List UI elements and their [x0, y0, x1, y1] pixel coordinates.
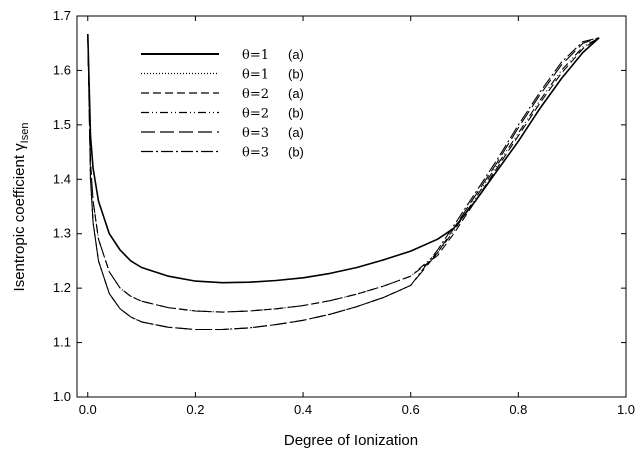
x-tick-label: 0.0 — [79, 402, 97, 417]
y-tick-label: 1.0 — [53, 389, 71, 404]
legend-theta-label: θ=3 — [242, 146, 269, 161]
series-line — [87, 33, 600, 284]
y-tick-label: 1.1 — [53, 335, 71, 350]
legend-theta-label: θ=1 — [242, 48, 269, 63]
x-axis-label: Degree of Ionization — [284, 432, 418, 449]
y-axis-label-main: Isentropic coefficient γ — [11, 143, 28, 292]
legend-theta-label: θ=3 — [242, 126, 269, 141]
axis-ticks: 0.0 0.2 0.4 0.6 0.8 1.0 1.0 1.1 1.2 1.3 1.4 1.5 1.6 1… — [53, 8, 635, 417]
x-tick-label: 1.0 — [617, 402, 635, 417]
y-tick-label: 1.3 — [53, 226, 71, 241]
legend-case-label: (b) — [288, 67, 304, 82]
series-line — [87, 33, 600, 313]
x-tick-label: 0.2 — [186, 402, 204, 417]
y-axis-label-subscript: Isen — [19, 123, 31, 144]
legend-theta-label: θ=1 — [242, 68, 269, 83]
legend-case-label: (a) — [288, 47, 304, 62]
legend: θ=1 (a) θ=1 (b) θ=2 (a) θ=2 (b) θ=3 (a) θ=3 (b) — [141, 47, 304, 161]
plot-frame — [76, 15, 627, 398]
x-tick-label: 0.4 — [294, 402, 312, 417]
y-axis-label: Isentropic coefficient γIsen — [11, 123, 31, 292]
legend-case-label: (b) — [288, 106, 304, 121]
y-tick-label: 1.2 — [53, 280, 71, 295]
y-tick-label: 1.6 — [53, 62, 71, 77]
series-line — [87, 33, 600, 331]
x-tick-label: 0.6 — [402, 402, 420, 417]
legend-theta-label: θ=2 — [242, 107, 269, 122]
y-tick-label: 1.5 — [53, 117, 71, 132]
legend-theta-label: θ=2 — [242, 87, 269, 102]
x-tick-label: 0.8 — [509, 402, 527, 417]
legend-case-label: (a) — [288, 125, 304, 140]
legend-case-label: (a) — [288, 86, 304, 101]
plot-lines — [87, 33, 600, 331]
legend-case-label: (b) — [288, 145, 304, 160]
y-tick-label: 1.4 — [53, 171, 71, 186]
y-tick-label: 1.7 — [53, 8, 71, 23]
series-line — [87, 33, 600, 313]
